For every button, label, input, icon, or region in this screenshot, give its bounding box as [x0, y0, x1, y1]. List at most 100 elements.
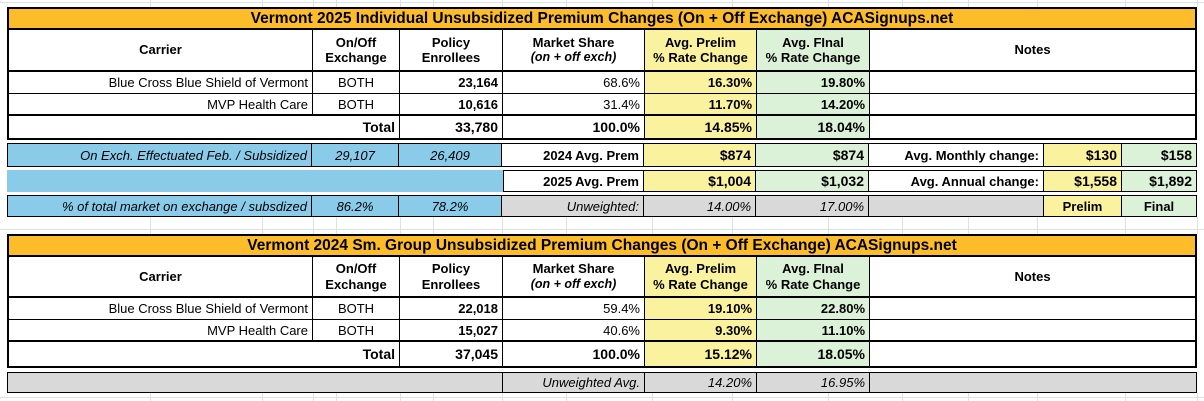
- carrier-name-cell[interactable]: MVP Health Care: [9, 94, 313, 114]
- enrollees-cell[interactable]: 10,616: [400, 94, 503, 114]
- smgroup-header-row: Carrier On/Off Exchange Policy Enrollees M…: [9, 257, 1195, 298]
- subsidized-count-cell[interactable]: 26,409: [399, 144, 502, 166]
- subsidized-on-exch-cell[interactable]: 29,107: [312, 144, 399, 166]
- header-notes-cell[interactable]: Notes: [1014, 42, 1051, 58]
- notes-cell[interactable]: [870, 94, 1195, 114]
- blue-band-cell[interactable]: [7, 170, 503, 192]
- header-final-cell[interactable]: Avg. FInal% Rate Change: [757, 30, 870, 70]
- notes-cell[interactable]: [870, 72, 1195, 93]
- exchange-cell[interactable]: BOTH: [313, 94, 400, 114]
- prelim-rate-cell[interactable]: 9.30%: [645, 320, 757, 340]
- subsidized-label-cell[interactable]: On Exch. Effectuated Feb. / Subsidized: [8, 144, 312, 166]
- prelim-rate-cell[interactable]: 19.10%: [645, 298, 757, 319]
- prelim-column-label-cell[interactable]: Prelim: [1044, 196, 1122, 216]
- prem-2025-final-cell[interactable]: $1,032: [756, 171, 869, 191]
- exchange-cell[interactable]: BOTH: [313, 320, 400, 340]
- total-notes-cell[interactable]: [870, 116, 1195, 138]
- total-notes-cell[interactable]: [870, 342, 1195, 366]
- premium-2025-run: 2025 Avg. Prem $1,004 $1,032 Avg. Annual…: [503, 170, 1197, 192]
- carrier-name-cell[interactable]: Blue Cross Blue Shield of Vermont: [9, 298, 313, 319]
- total-share-cell[interactable]: 100.0%: [503, 116, 645, 138]
- final-rate-cell[interactable]: 19.80%: [757, 72, 870, 93]
- header-prelim-cell[interactable]: Avg. Prelim% Rate Change: [645, 257, 757, 296]
- header-market-share-cell[interactable]: Market Share (on + off exch): [503, 257, 645, 296]
- prelim-rate-cell[interactable]: 16.30%: [645, 72, 757, 93]
- market-share-cell[interactable]: 31.4%: [503, 94, 645, 114]
- header-prelim-cell[interactable]: Avg. Prelim% Rate Change: [645, 30, 757, 70]
- annual-change-prelim-cell[interactable]: $1,558: [1044, 171, 1122, 191]
- carrier-name-cell[interactable]: MVP Health Care: [9, 320, 313, 340]
- annual-change-final-cell[interactable]: $1,892: [1122, 171, 1196, 191]
- enrollees-cell[interactable]: 22,018: [400, 298, 503, 319]
- gridline: [1125, 0, 1126, 7]
- monthly-change-prelim-cell[interactable]: $130: [1044, 144, 1122, 166]
- gridline: [400, 217, 401, 234]
- pct-market-label-cell[interactable]: % of total market on exchange / subsdize…: [8, 196, 312, 216]
- total-final-cell[interactable]: 18.04%: [757, 116, 870, 138]
- unweighted-prelim-cell[interactable]: 14.00%: [644, 196, 756, 216]
- header-carrier-cell[interactable]: Carrier: [9, 30, 313, 70]
- prem-2024-prelim-cell[interactable]: $874: [644, 144, 756, 166]
- individual-carrier-row-bcbsvt: Blue Cross Blue Shield of Vermont BOTH 2…: [9, 72, 1195, 94]
- market-share-cell[interactable]: 68.6%: [503, 72, 645, 93]
- smgroup-title-row: Vermont 2024 Sm. Group Unsubsidized Prem…: [9, 236, 1195, 257]
- individual-pct-market-row: % of total market on exchange / subsdize…: [7, 195, 1197, 217]
- total-prelim-cell[interactable]: 15.12%: [645, 342, 757, 366]
- header-exchange-cell[interactable]: On/Off Exchange: [313, 257, 400, 296]
- header-enrollees-cell[interactable]: Policy Enrollees: [400, 257, 503, 296]
- unweighted-label-cell[interactable]: Unweighted:: [502, 196, 644, 216]
- market-share-cell[interactable]: 59.4%: [503, 298, 645, 319]
- unweighted-final-cell[interactable]: 16.95%: [757, 373, 870, 392]
- unweighted-prelim-cell[interactable]: 14.20%: [645, 373, 757, 392]
- gray-spacer-cell[interactable]: [8, 373, 503, 392]
- exchange-cell[interactable]: BOTH: [313, 298, 400, 319]
- notes-cell[interactable]: [870, 320, 1195, 340]
- individual-title-cell[interactable]: Vermont 2025 Individual Unsubsidized Pre…: [9, 9, 1195, 28]
- gridline: [0, 397, 1204, 398]
- total-prelim-cell[interactable]: 14.85%: [645, 116, 757, 138]
- unweighted-final-cell[interactable]: 17.00%: [756, 196, 869, 216]
- header-exchange-cell[interactable]: On/Off Exchange: [313, 30, 400, 70]
- total-share-cell[interactable]: 100.0%: [503, 342, 645, 366]
- prem-2024-final-cell[interactable]: $874: [756, 144, 869, 166]
- total-enrollees-cell[interactable]: 37,045: [400, 342, 503, 366]
- monthly-change-final-cell[interactable]: $158: [1122, 144, 1196, 166]
- final-rate-cell[interactable]: 14.20%: [757, 94, 870, 114]
- prem-2025-label-cell[interactable]: 2025 Avg. Prem: [504, 171, 644, 191]
- exchange-cell[interactable]: BOTH: [313, 72, 400, 93]
- gridline: [968, 217, 969, 234]
- smgroup-title-cell[interactable]: Vermont 2024 Sm. Group Unsubsidized Prem…: [9, 236, 1195, 255]
- gray-spacer-cell[interactable]: [869, 196, 1044, 216]
- carrier-name-cell[interactable]: Blue Cross Blue Shield of Vermont: [9, 72, 313, 93]
- total-enrollees-cell[interactable]: 33,780: [400, 116, 503, 138]
- prelim-rate-cell[interactable]: 11.70%: [645, 94, 757, 114]
- gridline: [902, 217, 903, 234]
- header-notes-cell[interactable]: Notes: [1014, 268, 1051, 284]
- prem-2024-label-cell[interactable]: 2024 Avg. Prem: [502, 144, 644, 166]
- monthly-change-label-cell[interactable]: Avg. Monthly change:: [869, 144, 1044, 166]
- final-column-label-cell[interactable]: Final: [1122, 196, 1196, 216]
- header-enrollees-cell[interactable]: Policy Enrollees: [400, 30, 503, 70]
- market-share-cell[interactable]: 40.6%: [503, 320, 645, 340]
- smgroup-table: Vermont 2024 Sm. Group Unsubsidized Prem…: [7, 234, 1197, 368]
- enrollees-cell[interactable]: 23,164: [400, 72, 503, 93]
- total-label-cell[interactable]: Total: [9, 342, 400, 366]
- header-market-share-cell[interactable]: Market Share (on + off exch): [503, 30, 645, 70]
- total-final-cell[interactable]: 18.05%: [757, 342, 870, 366]
- individual-title-row: Vermont 2025 Individual Unsubsidized Pre…: [9, 9, 1195, 30]
- notes-cell[interactable]: [870, 298, 1195, 319]
- total-label-cell[interactable]: Total: [9, 116, 400, 138]
- header-carrier-cell[interactable]: Carrier: [9, 257, 313, 296]
- header-final-cell[interactable]: Avg. FInal% Rate Change: [757, 257, 870, 296]
- prem-2025-prelim-cell[interactable]: $1,004: [644, 171, 756, 191]
- pct-subsidized-cell[interactable]: 78.2%: [399, 196, 502, 216]
- pct-on-exch-cell[interactable]: 86.2%: [312, 196, 399, 216]
- final-rate-cell[interactable]: 11.10%: [757, 320, 870, 340]
- smgroup-carrier-row-bcbsvt: Blue Cross Blue Shield of Vermont BOTH 2…: [9, 298, 1195, 320]
- enrollees-cell[interactable]: 15,027: [400, 320, 503, 340]
- gray-notes-cell[interactable]: [870, 373, 1196, 392]
- unweighted-label-cell[interactable]: Unweighted Avg.: [503, 373, 645, 392]
- final-rate-cell[interactable]: 22.80%: [757, 298, 870, 319]
- gridline: [0, 2, 1204, 3]
- annual-change-label-cell[interactable]: Avg. Annual change:: [869, 171, 1044, 191]
